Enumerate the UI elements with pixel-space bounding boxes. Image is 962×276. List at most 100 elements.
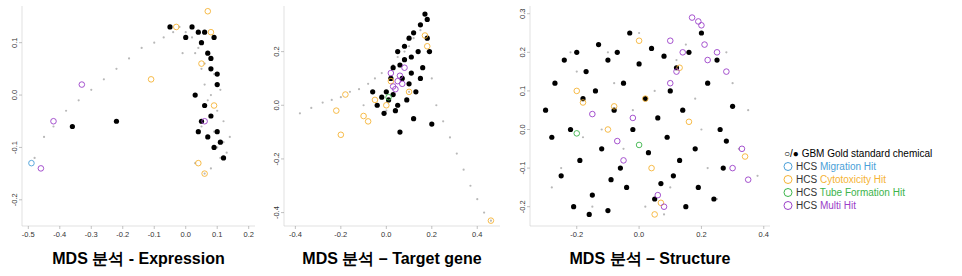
gold-point [114, 119, 119, 124]
background-point [607, 51, 609, 53]
hit-point [686, 119, 692, 125]
hit-point [202, 118, 208, 124]
y-tick-label: 0.3 [518, 9, 527, 19]
background-point [367, 83, 369, 85]
background-point [115, 68, 117, 70]
hit-point [208, 29, 214, 35]
gold-point [574, 50, 579, 55]
gold-point [218, 140, 223, 145]
plot-area [299, 11, 494, 223]
hit-point [361, 113, 367, 119]
gold-point [167, 24, 172, 29]
gold-point [215, 82, 220, 87]
y-axis [22, 6, 23, 226]
gold-point [196, 129, 201, 134]
hit-point [630, 115, 636, 121]
x-tick [639, 226, 640, 229]
x-tick [386, 226, 387, 229]
legend-label: ○/● GBM Gold standard chemical [784, 148, 932, 159]
background-point [431, 77, 433, 79]
gold-point [416, 49, 421, 54]
y-tick-label: -0.4 [272, 206, 281, 219]
x-tick-label: -0.4 [289, 230, 302, 239]
gold-point [393, 108, 398, 113]
background-point [200, 125, 202, 127]
background-point [153, 42, 155, 44]
background-point [694, 98, 696, 100]
gold-point [411, 116, 416, 121]
x-tick-label: 0.4 [472, 230, 482, 239]
hit-point [173, 24, 179, 30]
gold-point [596, 42, 601, 47]
gold-point [693, 146, 698, 151]
hit-point [680, 50, 686, 56]
gold-point [406, 81, 411, 86]
background-point [65, 110, 67, 112]
gold-point [404, 97, 409, 102]
hit-point [621, 158, 627, 164]
background-point [207, 99, 209, 101]
x-tick-label: -0.2 [116, 230, 129, 239]
background-point [299, 112, 301, 114]
background-point [469, 185, 471, 187]
gold-point [397, 129, 402, 134]
gold-point [205, 51, 210, 56]
background-point [191, 36, 193, 38]
gold-point [655, 115, 660, 120]
hit-point [649, 165, 655, 171]
hit-point [730, 165, 736, 171]
background-point [654, 90, 656, 92]
x-tick [91, 226, 92, 229]
hit-point [674, 69, 680, 75]
gold-point [590, 193, 595, 198]
gold-point [193, 92, 198, 97]
y-tick-label: -0.2 [518, 200, 527, 213]
legend-label: HCS Tube Formation Hit [796, 187, 905, 198]
gold-point [425, 17, 430, 22]
hit-point [661, 204, 667, 210]
gold-point [680, 108, 685, 113]
background-point [219, 89, 221, 91]
y-tick-label: -0.2 [272, 152, 281, 165]
background-point [381, 72, 383, 74]
x-tick [763, 226, 764, 229]
background-point [310, 107, 312, 109]
hit-point [148, 77, 154, 83]
legend-marker [784, 163, 792, 171]
x-tick-label: -0.4 [53, 230, 66, 239]
y-tick [19, 95, 22, 96]
gold-point [559, 173, 564, 178]
hit-point [605, 127, 611, 133]
gold-point [630, 127, 635, 132]
gold-point [381, 111, 386, 116]
gold-point [608, 177, 613, 182]
background-point [210, 94, 212, 96]
y-tick-label: 0.1 [518, 86, 527, 96]
hit-point [397, 73, 403, 79]
background-point [731, 82, 733, 84]
x-axis [530, 226, 770, 227]
x-tick-label: -0.5 [22, 230, 35, 239]
hit-point [652, 212, 658, 218]
hit-point [406, 89, 412, 95]
gold-point [643, 96, 648, 101]
y-tick [527, 13, 530, 14]
y-tick [527, 168, 530, 169]
gold-point [543, 108, 548, 113]
background-point [419, 29, 421, 31]
background-point [194, 52, 196, 54]
y-tick [19, 147, 22, 148]
background-point [700, 128, 702, 130]
gold-point [384, 89, 389, 94]
figure: -0.5-0.4-0.3-0.2-0.10.00.10.2-0.2-0.10.0… [0, 0, 962, 276]
hit-point [384, 102, 390, 108]
gold-point [677, 158, 682, 163]
x-tick [576, 226, 577, 229]
gold-point [208, 56, 213, 61]
background-point [374, 77, 376, 79]
hit-point [580, 100, 586, 106]
gold-point [205, 134, 210, 139]
hit-point [386, 94, 392, 100]
x-tick [295, 226, 296, 229]
background-point [204, 173, 206, 175]
